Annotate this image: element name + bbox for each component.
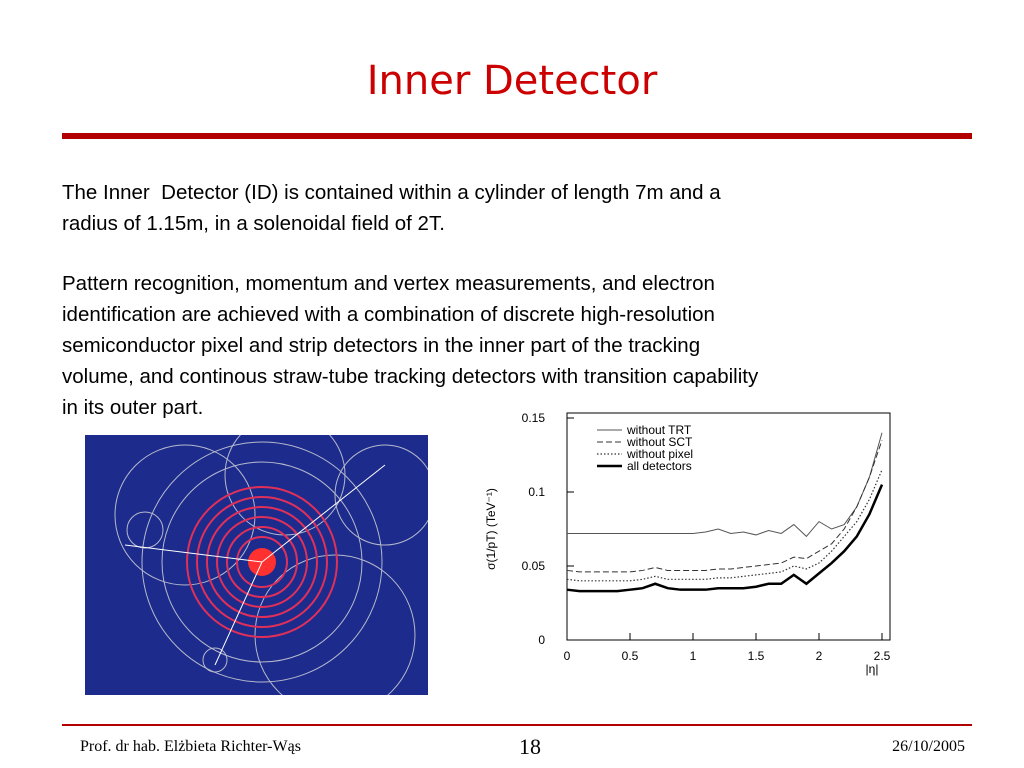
x-axis-label: |η| [866,662,879,676]
legend-label: without SCT [626,435,693,449]
paragraph: Pattern recognition, momentum and vertex… [62,268,758,423]
y-tick-label: 0.1 [528,485,545,499]
legend-label: without TRT [626,423,692,437]
slide-title: Inner Detector [366,58,658,104]
text-line: in its outer part. [62,396,204,419]
text-line: volume, and continous straw-tube trackin… [62,365,759,388]
page-number: 18 [519,734,541,759]
y-tick-label: 0 [538,633,545,647]
paragraph: The Inner Detector (ID) is contained wit… [62,177,721,239]
x-tick-label: 1 [690,649,697,663]
footer-date: 26/10/2005 [892,738,965,755]
text-line: semiconductor pixel and strip detectors … [62,334,701,357]
text-line: radius of 1.15m, in a solenoidal field o… [62,212,445,235]
x-tick-label: 0.5 [622,649,639,663]
text-line: The Inner Detector (ID) is contained wit… [62,181,721,204]
y-tick-label: 0.15 [522,411,546,425]
plot-frame [566,412,891,641]
series-line [566,484,884,593]
x-tick-label: 1.5 [748,649,765,663]
text-line: Pattern recognition, momentum and vertex… [62,272,715,295]
y-axis-label: σ(1/pT) (TeV⁻¹) [484,488,498,570]
x-tick-label: 0 [564,649,571,663]
series-line [567,432,883,538]
resolution-chart: σ(1/pT) (TeV⁻¹) |η| 0 0.05 0.1 0.15 0 0.5 1 1.5… [484,411,891,676]
x-tick-label: 2 [816,649,823,663]
footer-rule [62,724,972,726]
title-rule [62,133,972,139]
x-tick-label: 2.5 [874,649,891,663]
event-display [85,435,428,695]
series-line [566,469,883,582]
y-tick-label: 0.05 [522,559,546,573]
legend-label: all detectors [627,459,692,473]
series-line [566,440,883,573]
legend-label: without pixel [626,447,693,461]
text-line: identification are achieved with a combi… [62,303,715,326]
footer-author: Prof. dr hab. Elżbieta Richter-Wąs [80,738,301,755]
